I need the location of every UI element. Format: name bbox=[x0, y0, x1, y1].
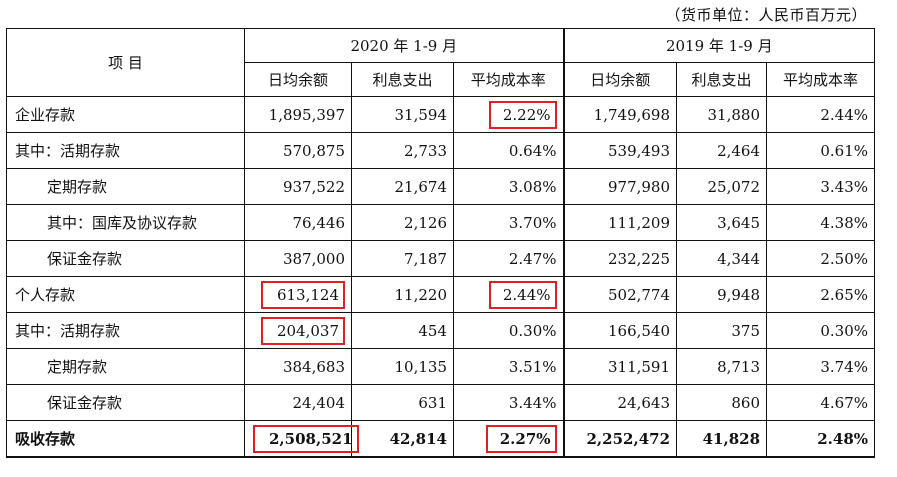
cell-value: 24,404 bbox=[244, 384, 352, 421]
table-row: 其中：活期存款 204,037 454 0.30% 166,540 375 0.… bbox=[6, 312, 876, 349]
col-header-cost-rate-2019: 平均成本率 bbox=[766, 62, 876, 97]
cell-value: 3.70% bbox=[452, 204, 565, 241]
cell-value: 2.48% bbox=[766, 420, 876, 458]
table-row: 企业存款 1,895,397 31,594 2.22% 1,749,698 31… bbox=[6, 96, 876, 133]
highlighted-value: 613,124 bbox=[260, 280, 345, 309]
highlighted-value: 204,037 bbox=[260, 316, 345, 345]
table-row: 保证金存款 24,404 631 3.44% 24,643 860 4.67% bbox=[6, 384, 876, 421]
cell-value: 31,880 bbox=[676, 96, 768, 133]
col-header-avg-balance-2019: 日均余额 bbox=[563, 62, 678, 97]
cell-value: 2.44% bbox=[452, 276, 565, 313]
cell-value: 204,037 bbox=[244, 312, 352, 349]
row-label: 保证金存款 bbox=[6, 240, 245, 277]
table-row: 定期存款 384,683 10,135 3.51% 311,591 8,713 … bbox=[6, 348, 876, 385]
highlighted-value: 2,508,521 bbox=[253, 424, 359, 453]
cell-value: 3.08% bbox=[452, 168, 565, 205]
table-row: 定期存款 937,522 21,674 3.08% 977,980 25,072… bbox=[6, 168, 876, 205]
cell-value: 4,344 bbox=[676, 240, 768, 277]
cell-value: 3.43% bbox=[766, 168, 876, 205]
cell-value: 1,895,397 bbox=[244, 96, 352, 133]
row-label: 企业存款 bbox=[6, 96, 245, 133]
cell-value: 0.64% bbox=[452, 132, 565, 169]
cell-value: 166,540 bbox=[563, 312, 678, 349]
period-2019-header: 2019 年 1-9 月 bbox=[563, 28, 876, 63]
item-header: 项 目 bbox=[6, 28, 245, 97]
cell-value: 2.44% bbox=[766, 96, 876, 133]
cell-value: 1,749,698 bbox=[563, 96, 678, 133]
cell-value: 3.44% bbox=[452, 384, 565, 421]
cell-value: 613,124 bbox=[244, 276, 352, 313]
highlighted-value: 2.27% bbox=[485, 424, 557, 453]
cell-value: 0.61% bbox=[766, 132, 876, 169]
cell-value: 502,774 bbox=[563, 276, 678, 313]
cell-value: 24,643 bbox=[563, 384, 678, 421]
deposit-cost-table: 项 目 2020 年 1-9 月 2019 年 1-9 月 日均余额 利息支出 … bbox=[6, 28, 876, 458]
cell-value: 111,209 bbox=[563, 204, 678, 241]
cell-value: 375 bbox=[676, 312, 768, 349]
cell-value: 4.67% bbox=[766, 384, 876, 421]
col-header-avg-balance-2020: 日均余额 bbox=[244, 62, 352, 97]
cell-value: 387,000 bbox=[244, 240, 352, 277]
cell-value: 4.38% bbox=[766, 204, 876, 241]
cell-value: 232,225 bbox=[563, 240, 678, 277]
cell-value: 8,713 bbox=[676, 348, 768, 385]
row-label: 其中：活期存款 bbox=[6, 132, 245, 169]
col-header-interest-2019: 利息支出 bbox=[676, 62, 768, 97]
cell-value: 0.30% bbox=[452, 312, 565, 349]
col-header-interest-2020: 利息支出 bbox=[351, 62, 454, 97]
cell-value: 3.74% bbox=[766, 348, 876, 385]
cell-value: 384,683 bbox=[244, 348, 352, 385]
col-header-cost-rate-2020: 平均成本率 bbox=[452, 62, 565, 97]
cell-value: 539,493 bbox=[563, 132, 678, 169]
cell-value: 977,980 bbox=[563, 168, 678, 205]
cell-value: 2.22% bbox=[452, 96, 565, 133]
cell-value: 41,828 bbox=[676, 420, 768, 458]
cell-value: 570,875 bbox=[244, 132, 352, 169]
cell-value: 11,220 bbox=[351, 276, 454, 313]
cell-value: 2,464 bbox=[676, 132, 768, 169]
cell-value: 2,126 bbox=[351, 204, 454, 241]
cell-value: 860 bbox=[676, 384, 768, 421]
cell-value: 31,594 bbox=[351, 96, 454, 133]
cell-value: 2,252,472 bbox=[563, 420, 678, 458]
cell-value: 21,674 bbox=[351, 168, 454, 205]
table-row: 保证金存款 387,000 7,187 2.47% 232,225 4,344 … bbox=[6, 240, 876, 277]
cell-value: 7,187 bbox=[351, 240, 454, 277]
currency-unit-note: （货币单位：人民币百万元） bbox=[665, 6, 867, 24]
total-row: 吸收存款 2,508,521 42,814 2.27% 2,252,472 41… bbox=[6, 420, 876, 458]
row-label: 定期存款 bbox=[6, 168, 245, 205]
cell-value: 9,948 bbox=[676, 276, 768, 313]
cell-value: 454 bbox=[351, 312, 454, 349]
cell-value: 2.27% bbox=[452, 420, 565, 458]
cell-value: 2,508,521 bbox=[244, 420, 359, 458]
row-label: 其中：活期存款 bbox=[6, 312, 245, 349]
highlighted-value: 2.22% bbox=[488, 100, 557, 129]
cell-value: 2.65% bbox=[766, 276, 876, 313]
row-label: 定期存款 bbox=[6, 348, 245, 385]
row-label: 吸收存款 bbox=[6, 420, 245, 458]
cell-value: 2,733 bbox=[351, 132, 454, 169]
table-row: 其中：国库及协议存款 76,446 2,126 3.70% 111,209 3,… bbox=[6, 204, 876, 241]
cell-value: 25,072 bbox=[676, 168, 768, 205]
cell-value: 311,591 bbox=[563, 348, 678, 385]
period-2020-header: 2020 年 1-9 月 bbox=[243, 28, 565, 63]
cell-value: 2.47% bbox=[452, 240, 565, 277]
cell-value: 76,446 bbox=[244, 204, 352, 241]
row-label: 其中：国库及协议存款 bbox=[6, 204, 245, 241]
table-row: 个人存款 613,124 11,220 2.44% 502,774 9,948 … bbox=[6, 276, 876, 313]
row-label: 保证金存款 bbox=[6, 384, 245, 421]
cell-value: 3,645 bbox=[676, 204, 768, 241]
cell-value: 0.30% bbox=[766, 312, 876, 349]
cell-value: 3.51% bbox=[452, 348, 565, 385]
row-label: 个人存款 bbox=[6, 276, 245, 313]
cell-value: 937,522 bbox=[244, 168, 352, 205]
cell-value: 631 bbox=[351, 384, 454, 421]
cell-value: 10,135 bbox=[351, 348, 454, 385]
highlighted-value: 2.44% bbox=[488, 280, 557, 309]
table-row: 其中：活期存款 570,875 2,733 0.64% 539,493 2,46… bbox=[6, 132, 876, 169]
cell-value: 2.50% bbox=[766, 240, 876, 277]
cell-value: 42,814 bbox=[351, 420, 454, 458]
